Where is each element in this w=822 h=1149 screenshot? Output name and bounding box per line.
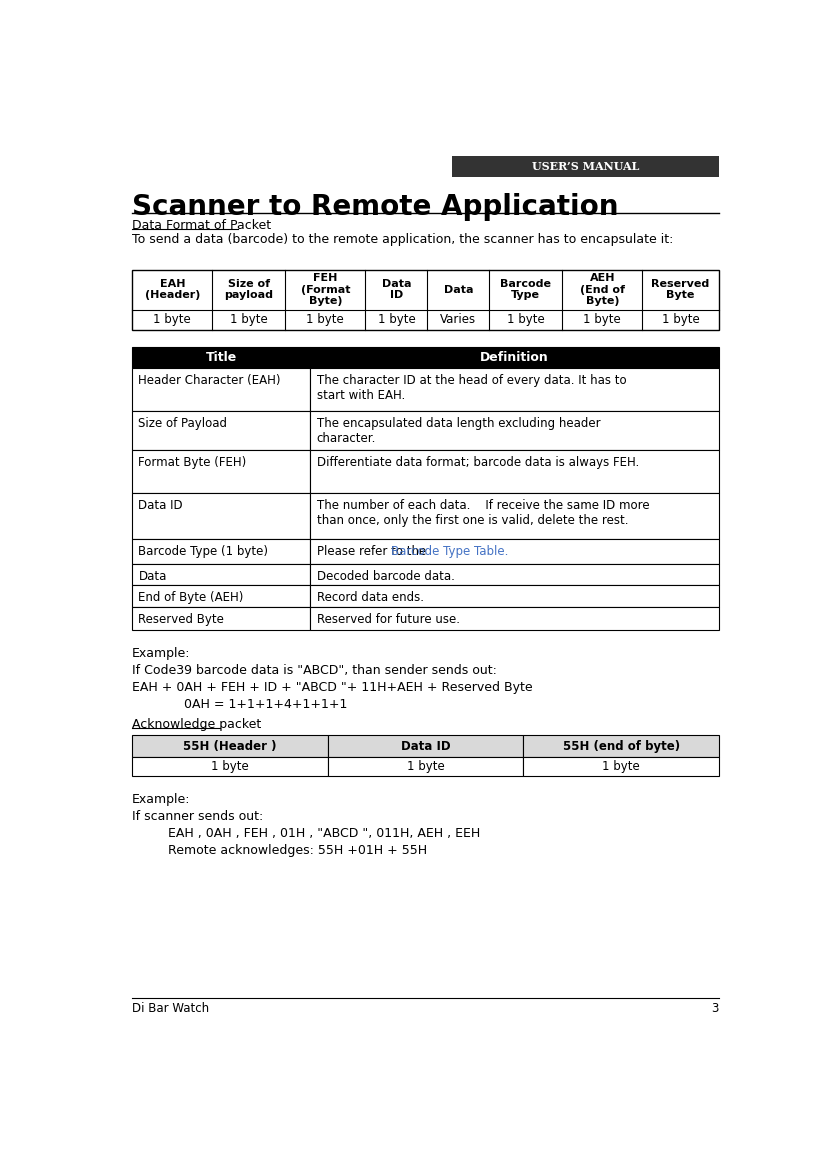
Text: Reserved Byte: Reserved Byte (138, 612, 224, 626)
Text: To send a data (barcode) to the remote application, the scanner has to encapsula: To send a data (barcode) to the remote a… (132, 232, 673, 246)
Bar (132, 411, 311, 449)
Bar (311, 607, 719, 630)
Text: Size of
payload: Size of payload (224, 279, 273, 300)
Text: Decoded barcode data.: Decoded barcode data. (316, 570, 455, 583)
Text: Scanner to Remote Application: Scanner to Remote Application (132, 193, 619, 221)
Text: EAH
(Header): EAH (Header) (145, 279, 200, 300)
Text: Di Bar Watch: Di Bar Watch (132, 1002, 210, 1015)
Bar (311, 368, 719, 411)
Text: Please refer to the: Please refer to the (316, 546, 430, 558)
Text: Data
ID: Data ID (381, 279, 411, 300)
Bar (132, 270, 719, 330)
Bar (311, 347, 719, 368)
Text: Header Character (EAH): Header Character (EAH) (138, 375, 281, 387)
Bar (132, 607, 311, 630)
Bar (524, 757, 719, 777)
Bar (524, 735, 719, 757)
Bar (132, 564, 311, 585)
Text: If Code39 barcode data is "ABCD", than sender sends out:: If Code39 barcode data is "ABCD", than s… (132, 664, 497, 677)
Text: 1 byte: 1 byte (603, 761, 640, 773)
Text: Reserved
Byte: Reserved Byte (652, 279, 709, 300)
Text: Title: Title (206, 350, 237, 364)
Text: If scanner sends out:: If scanner sends out: (132, 810, 263, 823)
Text: Size of Payload: Size of Payload (138, 417, 228, 431)
Bar (132, 539, 311, 564)
Text: Data ID: Data ID (400, 740, 450, 753)
Text: Barcode Type Table.: Barcode Type Table. (391, 546, 509, 558)
Text: Definition: Definition (480, 350, 549, 364)
Text: EAH , 0AH , FEH , 01H , "ABCD ", 011H, AEH , EEH: EAH , 0AH , FEH , 01H , "ABCD ", 011H, A… (132, 827, 480, 840)
Bar (132, 368, 311, 411)
Text: Varies: Varies (441, 313, 477, 326)
Text: Format Byte (FEH): Format Byte (FEH) (138, 456, 247, 469)
Text: FEH
(Format
Byte): FEH (Format Byte) (301, 273, 350, 306)
Text: The number of each data.    If receive the same ID more
than once, only the firs: The number of each data. If receive the … (316, 499, 649, 527)
Text: 1 byte: 1 byte (211, 761, 249, 773)
Bar (132, 585, 311, 607)
Text: The character ID at the head of every data. It has to
start with EAH.: The character ID at the head of every da… (316, 375, 626, 402)
Text: Barcode
Type: Barcode Type (501, 279, 552, 300)
Text: Reserved for future use.: Reserved for future use. (316, 612, 459, 626)
Text: 1 byte: 1 byte (584, 313, 621, 326)
Text: 1 byte: 1 byte (154, 313, 192, 326)
Text: AEH
(End of
Byte): AEH (End of Byte) (580, 273, 625, 306)
Bar (132, 493, 311, 539)
Bar (328, 735, 524, 757)
Text: Example:: Example: (132, 647, 191, 660)
Text: 1 byte: 1 byte (407, 761, 445, 773)
Bar (311, 539, 719, 564)
Text: 1 byte: 1 byte (662, 313, 700, 326)
Text: Acknowledge packet: Acknowledge packet (132, 718, 261, 732)
Text: Differentiate data format; barcode data is always FEH.: Differentiate data format; barcode data … (316, 456, 639, 484)
Bar (311, 411, 719, 449)
Bar (132, 449, 311, 493)
Text: Remote acknowledges: 55H +01H + 55H: Remote acknowledges: 55H +01H + 55H (132, 845, 427, 857)
Bar (132, 347, 311, 368)
Text: 1 byte: 1 byte (230, 313, 268, 326)
Text: The encapsulated data length excluding header
character.: The encapsulated data length excluding h… (316, 417, 600, 446)
Text: Barcode Type (1 byte): Barcode Type (1 byte) (138, 546, 269, 558)
Text: Data: Data (138, 570, 167, 583)
Text: 1 byte: 1 byte (507, 313, 545, 326)
Bar (311, 449, 719, 493)
Bar (311, 493, 719, 539)
Bar (328, 757, 524, 777)
Text: Data ID: Data ID (138, 499, 183, 512)
Text: 55H (Header ): 55H (Header ) (183, 740, 277, 753)
Text: 1 byte: 1 byte (377, 313, 415, 326)
Bar (311, 564, 719, 585)
Text: 3: 3 (712, 1002, 719, 1015)
Text: 1 byte: 1 byte (307, 313, 344, 326)
Text: 55H (end of byte): 55H (end of byte) (562, 740, 680, 753)
FancyBboxPatch shape (451, 155, 719, 177)
Text: Data: Data (444, 285, 473, 294)
Bar (132, 735, 328, 757)
Bar (311, 585, 719, 607)
Bar (132, 757, 328, 777)
Text: EAH + 0AH + FEH + ID + "ABCD "+ 11H+AEH + Reserved Byte: EAH + 0AH + FEH + ID + "ABCD "+ 11H+AEH … (132, 680, 533, 694)
Text: End of Byte (AEH): End of Byte (AEH) (138, 592, 244, 604)
Text: Example:: Example: (132, 793, 191, 807)
Text: Record data ends.: Record data ends. (316, 592, 423, 604)
Text: USER’S MANUAL: USER’S MANUAL (532, 161, 639, 172)
Text: 0AH = 1+1+1+4+1+1+1: 0AH = 1+1+1+4+1+1+1 (132, 697, 348, 711)
Text: Data Format of Packet: Data Format of Packet (132, 218, 271, 232)
